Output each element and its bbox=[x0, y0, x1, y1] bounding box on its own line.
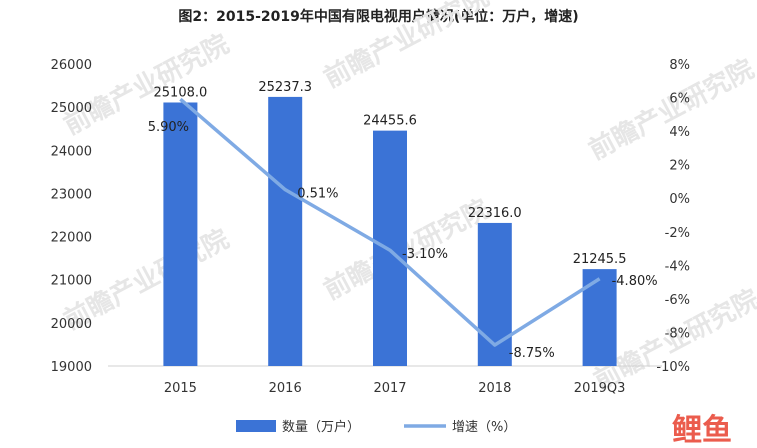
bar bbox=[268, 96, 303, 366]
x-tick-label: 2016 bbox=[269, 381, 302, 396]
bar-value-label: 25237.3 bbox=[258, 80, 312, 95]
bar bbox=[163, 102, 198, 366]
y-right-tick-label: -8% bbox=[665, 326, 690, 341]
chart-title: 图2：2015-2019年中国有限电视用户情况(单位：万户，增速) bbox=[178, 9, 579, 25]
y-right-tick-label: 2% bbox=[669, 159, 690, 174]
bar bbox=[477, 222, 512, 366]
line-value-label: -8.75% bbox=[509, 346, 555, 361]
x-tick-label: 2019Q3 bbox=[574, 381, 626, 396]
legend-swatch-bar bbox=[236, 420, 276, 432]
x-tick-label: 2017 bbox=[373, 381, 406, 396]
y-left-tick-label: 19000 bbox=[51, 360, 92, 375]
y-right-tick-label: 0% bbox=[669, 192, 690, 207]
y-right-tick-label: -4% bbox=[665, 259, 690, 274]
line-value-label: -4.80% bbox=[612, 274, 658, 289]
y-left-tick-label: 21000 bbox=[51, 274, 92, 289]
growth-line bbox=[179, 97, 601, 347]
y-left-tick-label: 24000 bbox=[51, 144, 92, 159]
y-left-tick-label: 23000 bbox=[51, 187, 92, 202]
watermark-text: 前瞻产业研究院 bbox=[319, 0, 494, 94]
y-left-tick-label: 26000 bbox=[51, 58, 92, 73]
bar-value-label: 25108.0 bbox=[154, 85, 208, 100]
y-right-tick-label: -2% bbox=[665, 226, 690, 241]
x-tick-label: 2015 bbox=[164, 381, 197, 396]
logo-text: 鲤鱼 bbox=[672, 413, 732, 448]
y-right-tick-label: 4% bbox=[669, 125, 690, 140]
y-right-tick-label: 6% bbox=[669, 92, 690, 107]
line-value-label: 0.51% bbox=[297, 187, 338, 202]
y-right-tick-label: 8% bbox=[669, 58, 690, 73]
legend-label-line: 增速（%） bbox=[452, 420, 516, 435]
y-left-tick-label: 22000 bbox=[51, 231, 92, 246]
legend-label-bar: 数量（万户） bbox=[282, 419, 360, 435]
line-value-label: -3.10% bbox=[402, 247, 448, 262]
y-left-tick-label: 20000 bbox=[51, 317, 92, 332]
line-value-label: 5.90% bbox=[148, 120, 189, 135]
bar-value-label: 21245.5 bbox=[573, 252, 627, 267]
y-left-tick-label: 25000 bbox=[51, 101, 92, 116]
x-tick-label: 2018 bbox=[478, 381, 511, 396]
bar-value-label: 22316.0 bbox=[468, 206, 522, 221]
y-right-tick-label: -10% bbox=[656, 360, 690, 375]
bar-value-label: 24455.6 bbox=[363, 114, 417, 129]
y-right-tick-label: -6% bbox=[665, 293, 690, 308]
